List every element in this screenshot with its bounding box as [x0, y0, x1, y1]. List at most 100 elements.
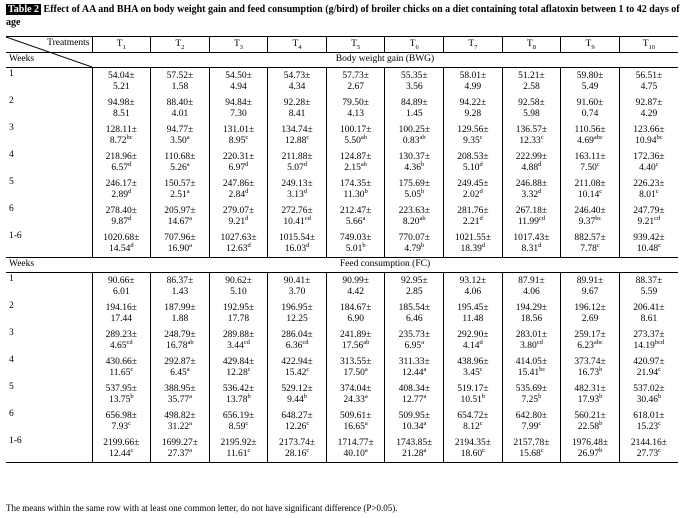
mean-cell: 286.04± [267, 327, 327, 341]
sd-cell: 6.46 [384, 314, 444, 327]
mean-cell: 2144.16± [618, 435, 678, 449]
sd-value: 10.48 [636, 244, 659, 254]
significance-letter: d [245, 214, 249, 222]
mean-cell: 211.88± [267, 149, 327, 163]
mean-cell: 88.37± [618, 272, 678, 287]
mean-cell: 1699.27± [150, 435, 210, 449]
significance-letter: b [420, 160, 425, 168]
treatment-header-cell: T7 [443, 36, 503, 53]
significance-letter: cd [126, 338, 133, 346]
mean-cell: 430.66± [91, 354, 151, 368]
significance-letter: b [362, 241, 366, 249]
mean-cell: 90.66± [91, 272, 151, 287]
sd-value: 5.01 [345, 244, 363, 254]
sd-value: 15.42 [284, 368, 307, 378]
sd-cell: 17.78 [208, 314, 268, 327]
diagonal-line [6, 37, 92, 67]
sd-value: 22.58 [577, 422, 600, 432]
significance-letter: a [186, 133, 190, 141]
sd-value: 5.26 [170, 163, 187, 173]
sd-value: 8.61 [640, 314, 658, 324]
table-row-mean: 2 194.16± 187.99± 192.95± 196.95± 184.67± 185.… [6, 300, 678, 314]
sd-cell: 4.99 [443, 82, 503, 95]
sd-cell: 4.42 [325, 287, 385, 300]
sd-cell: 14.54d [91, 242, 151, 258]
sd-value: 7.25 [521, 395, 539, 405]
significance-letter: c [599, 187, 603, 195]
mean-cell: 247.86± [208, 176, 268, 190]
sd-value: 2.21 [462, 217, 480, 227]
sd-value: 28.16 [284, 449, 307, 459]
table-row-sd: 5.21 1.58 4.94 4.34 2.67 3.56 4.99 2.58 5.49 4.75 [6, 82, 678, 95]
sd-cell: 8.41 [267, 109, 327, 122]
sd-cell: 15.68c [501, 447, 561, 463]
significance-letter: d [127, 214, 132, 222]
sd-cell: 8.20ab [384, 215, 444, 230]
sd-cell: 4.13 [325, 109, 385, 122]
table-row-mean: 6 278.40± 205.97± 279.07± 272.76± 212.47± 223.… [6, 203, 678, 217]
significance-letter: c [245, 133, 249, 141]
sd-cell: 35.77a [150, 393, 210, 408]
table-row-sd: 12.44c 27.37a 11.61c 28.16c 40.10a 21.28a 18.6… [6, 447, 678, 463]
sd-cell: 5.50ab [325, 134, 385, 149]
sd-value: 2.89 [111, 190, 128, 200]
mean-cell: 1976.48± [560, 435, 620, 449]
sd-cell: 3.44cd [208, 339, 268, 354]
mean-cell: 1015.54± [267, 230, 327, 244]
sd-cell: 2.69 [560, 314, 620, 327]
sd-value: 4.42 [347, 287, 364, 297]
significance-letter: b [538, 392, 542, 400]
mean-cell: 388.95± [150, 381, 210, 395]
mean-cell: 226.23± [618, 176, 678, 190]
significance-letter: a [364, 365, 368, 373]
sd-cell: 11.30b [325, 188, 385, 203]
mean-cell: 94.98± [91, 95, 151, 109]
section-title: Body weight gain (BWG) [92, 52, 678, 68]
sd-value: 7.99 [521, 422, 539, 432]
section-header-row: Weeks Body weight gain (BWG) [6, 52, 678, 68]
significance-letter: bc [539, 365, 546, 373]
sd-cell: 16.03d [267, 242, 327, 258]
significance-letter: c [306, 419, 310, 427]
sd-value: 18.60 [460, 449, 483, 459]
treatment-header-cell: T8 [501, 36, 561, 53]
table-row-sd: 17.44 1.88 17.78 12.25 6.90 6.46 11.48 18.56 2.6… [6, 314, 678, 327]
significance-letter: a [421, 338, 425, 346]
mean-cell: 194.16± [91, 300, 151, 314]
sd-value: 9.37 [578, 217, 596, 227]
sd-cell: 6.36cd [267, 339, 327, 354]
significance-letter: c [479, 365, 483, 373]
sd-cell: 3.56 [384, 82, 444, 95]
sd-cell: 4.06 [443, 287, 503, 300]
sd-cell: 12.26c [267, 419, 327, 435]
sd-cell: 11.61c [208, 447, 268, 463]
week-label: 6 [9, 204, 14, 214]
sd-cell: 4.14d [443, 339, 503, 354]
mean-cell: 537.95± [91, 381, 151, 395]
significance-letter: d [303, 187, 308, 195]
mean-cell: 187.99± [150, 300, 210, 314]
sd-cell: 10.48c [618, 242, 678, 258]
mean-cell: 128.11± [91, 122, 151, 136]
sd-cell: 0.74 [560, 109, 620, 122]
sd-cell: 5.26a [150, 161, 210, 176]
mean-cell: 129.56± [443, 122, 503, 136]
sd-value: 16.65 [343, 422, 365, 432]
mean-cell: 54.50± [208, 67, 268, 82]
treatment-letter: T [585, 38, 592, 49]
sd-value: 1.88 [171, 314, 189, 324]
sd-value: 8.20 [402, 217, 420, 227]
significance-letter: b [599, 392, 603, 400]
weeks-label-cell: Weeks [6, 52, 92, 68]
significance-letter: a [186, 365, 190, 373]
sd-cell: 8.59c [208, 420, 268, 435]
sd-value: 7.93 [111, 422, 129, 432]
sd-cell: 9.21d [208, 214, 268, 230]
mean-cell: 223.63± [384, 203, 444, 217]
week-cell: 1-6 [6, 435, 92, 463]
mean-cell: 130.37± [384, 149, 444, 163]
significance-letter: c [596, 241, 600, 249]
mean-cell: 196.12± [560, 300, 620, 314]
sd-cell: 4.79b [384, 242, 444, 258]
significance-letter: d [245, 160, 249, 168]
